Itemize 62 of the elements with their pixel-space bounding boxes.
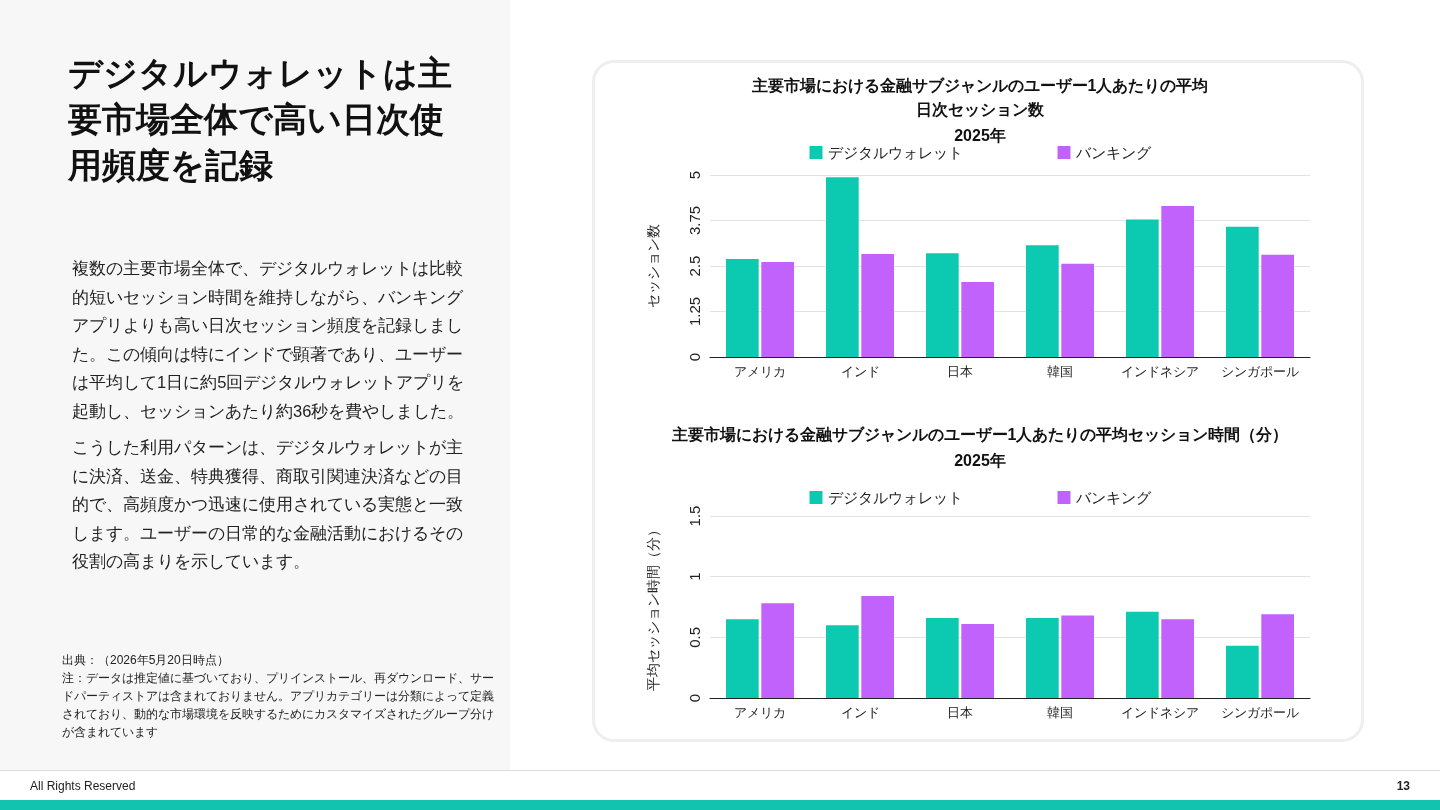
x-tick-label: シンガポール	[1221, 705, 1299, 720]
y-axis-title: 平均セッション時間（分）	[645, 523, 661, 691]
bar	[1026, 617, 1059, 698]
legend-label: デジタルウォレット	[827, 489, 963, 506]
x-tick-label: インド	[840, 364, 880, 379]
bar	[1161, 619, 1194, 698]
y-tick-label: 1	[686, 572, 703, 581]
y-tick-label: 1.25	[686, 296, 703, 327]
y-tick-label: 0	[686, 693, 703, 703]
legend-label: バンキング	[1074, 489, 1152, 506]
bar	[761, 262, 794, 357]
y-tick-label: 0	[686, 352, 703, 362]
bar	[1061, 263, 1094, 357]
y-tick-label: 2.5	[686, 255, 703, 277]
bar	[861, 253, 894, 357]
chart-title: 主要市場における金融サブジャンルのユーザー1人あたりの平均セッション時間（分）	[670, 424, 1289, 444]
text: 複数の主要市場全体で、デジタルウォレットは比較的短いセッション時間を維持しながら、バンキングアプリよりも高い日次セッション頻度を記録しました。この傾向は特にインドで顕著であり、ユーザーは平均して1日に約5回デジタルウォレットアプリを起動し、セッションあたり約36秒を費やしました。	[72, 258, 466, 422]
chart-title: 主要市場における金融サブジャンルのユーザー1人あたりの平均日次セッション数	[750, 75, 1209, 118]
bar	[761, 603, 794, 698]
x-tick-label: シンガポール	[1221, 364, 1299, 379]
legend-label: バンキング	[1074, 144, 1152, 161]
bar	[826, 177, 859, 357]
bar	[1126, 611, 1159, 698]
y-tick-label: 1.5	[686, 505, 703, 527]
bar	[1226, 645, 1259, 698]
text: デジタルウォレットは主要市場全体で高い日次使用頻度を記録	[68, 53, 453, 186]
bar	[861, 596, 894, 698]
bar	[826, 625, 859, 698]
x-tick-label: インド	[840, 705, 880, 720]
x-tick-label: 日本	[947, 705, 973, 720]
text: こうした利用パターンは、デジタルウォレットが主に決済、送金、特典獲得、商取引関連決済などの目的で、高頻度かつ迅速に使用されている実態と一致します。ユーザーの日常的な金融活動におけるその役割の高まりを示しています。	[72, 437, 464, 572]
y-axis-title: セッション数	[645, 224, 661, 308]
x-tick-label: インドネシア	[1121, 364, 1199, 379]
source-note: 出典：（2026年5月20日時点）	[62, 652, 230, 669]
bar	[1126, 219, 1159, 357]
text: 注：データは推定値に基づいており、プリインストール、再ダウンロード、サードパーティストアは含まれておりません。アプリカテゴリーは分類によって定義されており、動的な市場環境を反映するためにカスタマイズされたグループ分けが含まれています	[62, 670, 495, 741]
x-tick-label: アメリカ	[734, 705, 786, 720]
bar	[926, 253, 959, 357]
y-tick-label: 3.75	[686, 205, 703, 236]
x-tick-label: インドネシア	[1121, 705, 1199, 720]
x-tick-label: 韓国	[1047, 364, 1073, 379]
bar	[726, 619, 759, 698]
text: All Rights Reserved	[30, 779, 136, 793]
chart-subtitle: 2025年	[954, 126, 1006, 144]
x-tick-label: アメリカ	[734, 364, 786, 379]
bar	[1161, 205, 1194, 357]
bar	[726, 259, 759, 357]
bar	[926, 617, 959, 698]
bar	[1261, 614, 1294, 698]
bar	[961, 623, 994, 698]
legend-label: デジタルウォレット	[827, 144, 963, 161]
x-tick-label: 韓国	[1047, 705, 1073, 720]
bar	[961, 282, 994, 357]
text: 13	[1396, 779, 1410, 793]
bar	[1261, 254, 1294, 357]
y-tick-label: 0.5	[686, 626, 703, 648]
chart-subtitle: 2025年	[954, 451, 1006, 469]
bar	[1061, 615, 1094, 698]
y-tick-label: 5	[686, 170, 703, 180]
x-tick-label: 日本	[947, 364, 973, 379]
bar	[1026, 245, 1059, 357]
bar	[1226, 226, 1259, 357]
